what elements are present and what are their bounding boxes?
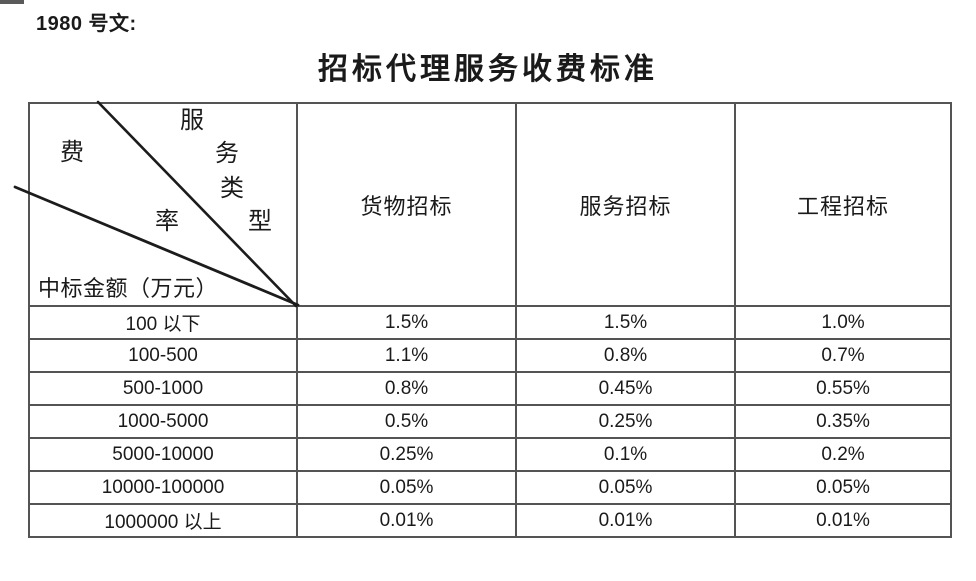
corner-row-axis-label: 中标金额（万元） <box>38 276 219 301</box>
fee-standard-table: 服 务 类 型 费 率 中标金额（万元） 货物招标 服务招标 工程招标 100 … <box>13 100 952 538</box>
corner-service-type-char-2: 务 <box>215 141 239 167</box>
table-row: 100 以下 1.5% 1.5% 1.0% <box>28 305 952 340</box>
amount-range-cell: 10000-100000 <box>28 470 298 505</box>
amount-range-cell: 1000000 以上 <box>28 503 298 538</box>
column-header-works: 工程招标 <box>734 102 952 307</box>
column-header-goods: 货物招标 <box>296 102 517 307</box>
amount-range-cell: 1000-5000 <box>28 404 298 439</box>
amount-range-cell: 100-500 <box>28 338 298 373</box>
services-rate-cell: 0.01% <box>515 503 736 538</box>
goods-rate-cell: 1.5% <box>296 305 517 340</box>
goods-rate-cell: 1.1% <box>296 338 517 373</box>
amount-range-cell: 100 以下 <box>28 305 298 340</box>
amount-range-cell: 500-1000 <box>28 371 298 406</box>
table-row: 5000-10000 0.25% 0.1% 0.2% <box>28 437 952 472</box>
scan-artifact <box>0 0 24 4</box>
corner-fee-rate-char-2: 率 <box>155 209 179 235</box>
services-rate-cell: 0.1% <box>515 437 736 472</box>
works-rate-cell: 0.55% <box>734 371 952 406</box>
works-rate-cell: 0.7% <box>734 338 952 373</box>
amount-range-cell: 5000-10000 <box>28 437 298 472</box>
goods-rate-cell: 0.5% <box>296 404 517 439</box>
table-row: 1000000 以上 0.01% 0.01% 0.01% <box>28 503 952 538</box>
services-rate-cell: 0.45% <box>515 371 736 406</box>
works-rate-cell: 0.35% <box>734 404 952 439</box>
services-rate-cell: 0.8% <box>515 338 736 373</box>
table-row: 500-1000 0.8% 0.45% 0.55% <box>28 371 952 406</box>
goods-rate-cell: 0.8% <box>296 371 517 406</box>
doc-number: 1980 号文: <box>36 13 137 35</box>
services-rate-cell: 1.5% <box>515 305 736 340</box>
corner-service-type-char-3: 类 <box>220 176 244 202</box>
table-row: 1000-5000 0.5% 0.25% 0.35% <box>28 404 952 439</box>
works-rate-cell: 1.0% <box>734 305 952 340</box>
goods-rate-cell: 0.25% <box>296 437 517 472</box>
goods-rate-cell: 0.05% <box>296 470 517 505</box>
works-rate-cell: 0.05% <box>734 470 952 505</box>
page-title: 招标代理服务收费标准 <box>318 53 658 86</box>
table-row: 10000-100000 0.05% 0.05% 0.05% <box>28 470 952 505</box>
works-rate-cell: 0.2% <box>734 437 952 472</box>
works-rate-cell: 0.01% <box>734 503 952 538</box>
services-rate-cell: 0.05% <box>515 470 736 505</box>
diagonal-corner-cell: 服 务 类 型 费 率 中标金额（万元） <box>13 100 300 308</box>
table-row: 100-500 1.1% 0.8% 0.7% <box>28 338 952 373</box>
corner-fee-rate-char-1: 费 <box>60 140 84 166</box>
services-rate-cell: 0.25% <box>515 404 736 439</box>
corner-service-type-char-4: 型 <box>248 209 272 235</box>
goods-rate-cell: 0.01% <box>296 503 517 538</box>
table-header-row: 服 务 类 型 费 率 中标金额（万元） 货物招标 服务招标 工程招标 <box>13 100 952 308</box>
column-header-services: 服务招标 <box>515 102 736 307</box>
corner-service-type-char-1: 服 <box>180 108 204 134</box>
